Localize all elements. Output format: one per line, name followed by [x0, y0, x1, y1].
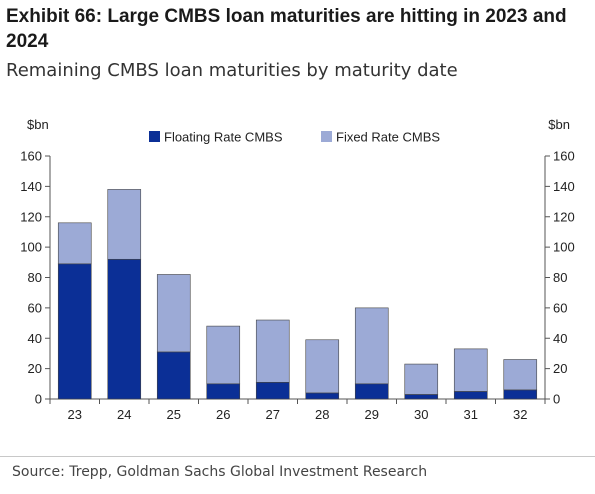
y-tick-label-right: 80 — [553, 270, 567, 285]
plot-area: 0 0 20 20 40 40 60 60 80 80 100 100 120 120 140 140 160 1… — [20, 149, 574, 423]
bar-floating — [354, 383, 389, 400]
bar-fixed — [305, 339, 340, 394]
y-tick-label-left: 160 — [20, 149, 42, 164]
y-tick-label-left: 40 — [28, 331, 42, 346]
bar-fixed — [453, 348, 488, 392]
divider — [0, 456, 595, 457]
x-tick-label: 26 — [216, 407, 230, 422]
x-tick-label: 24 — [117, 407, 131, 422]
legend-swatch — [321, 131, 332, 142]
y-tick-label-right: 100 — [553, 240, 575, 255]
bar-floating — [255, 381, 290, 400]
y-tick-label-left: 120 — [20, 209, 42, 224]
bar-floating — [57, 263, 92, 400]
x-tick-label: 31 — [464, 407, 478, 422]
chart-subtitle: Remaining CMBS loan maturities by maturi… — [6, 60, 458, 81]
bar-floating — [107, 258, 142, 400]
y-tick-label-right: 140 — [553, 179, 575, 194]
y-tick-label-left: 140 — [20, 179, 42, 194]
y-tick-label-left: 60 — [28, 300, 42, 315]
y-axis-unit-right: $bn — [548, 117, 570, 132]
bar-fixed — [503, 359, 538, 391]
bar-fixed — [404, 363, 439, 395]
y-tick-label-right: 40 — [553, 331, 567, 346]
bar-fixed — [107, 189, 142, 260]
y-tick-label-right: 160 — [553, 149, 575, 164]
x-tick-label: 32 — [513, 407, 527, 422]
x-tick-label: 29 — [365, 407, 379, 422]
x-tick-label: 27 — [266, 407, 280, 422]
y-tick-label-left: 0 — [35, 392, 42, 407]
y-tick-label-left: 20 — [28, 361, 42, 376]
bar-fixed — [156, 274, 191, 353]
y-axis-unit-left: $bn — [27, 117, 49, 132]
x-tick-label: 23 — [68, 407, 82, 422]
legend-swatch — [149, 131, 160, 142]
legend: Floating Rate CMBS Fixed Rate CMBS — [149, 130, 440, 145]
chart-title: Exhibit 66: Large CMBS loan maturities a… — [6, 6, 567, 52]
y-tick-label-left: 80 — [28, 270, 42, 285]
bar-floating — [156, 351, 191, 400]
x-tick-label: 30 — [414, 407, 428, 422]
x-tick-label: 28 — [315, 407, 329, 422]
bar-floating — [305, 392, 340, 400]
bar-fixed — [206, 325, 241, 385]
bar-floating — [404, 394, 439, 400]
y-tick-label-right: 20 — [553, 361, 567, 376]
legend-label: Floating Rate CMBS — [164, 130, 283, 145]
y-tick-label-left: 100 — [20, 240, 42, 255]
y-tick-label-right: 120 — [553, 209, 575, 224]
source-note: Source: Trepp, Goldman Sachs Global Inve… — [12, 464, 428, 480]
stacked-bar-chart: $bn $bn Floating Rate CMBS Fixed Rate CMB… — [20, 117, 574, 423]
bar-floating — [206, 383, 241, 400]
x-tick-label: 25 — [167, 407, 181, 422]
bar-floating — [503, 389, 538, 400]
bar-fixed — [255, 319, 290, 383]
legend-label: Fixed Rate CMBS — [336, 130, 440, 145]
y-tick-label-right: 60 — [553, 300, 567, 315]
bar-fixed — [57, 222, 92, 265]
bar-fixed — [354, 307, 389, 385]
bar-floating — [453, 391, 488, 400]
y-tick-label-right: 0 — [553, 392, 560, 407]
